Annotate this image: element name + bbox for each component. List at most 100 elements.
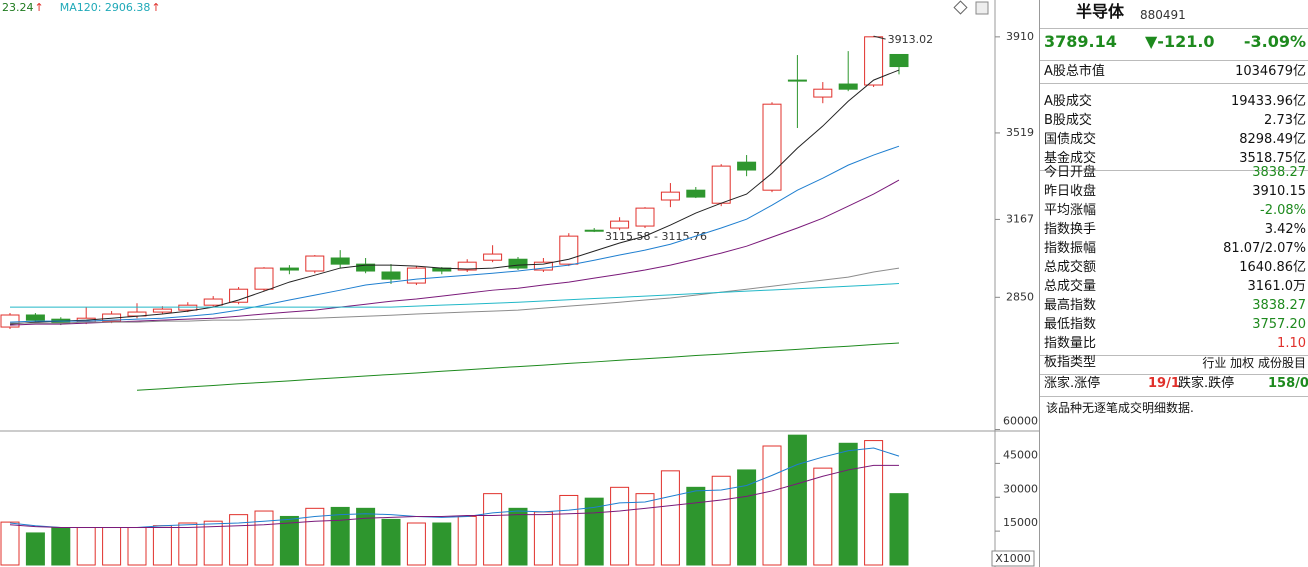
volume-bar	[51, 527, 71, 566]
candle-body	[813, 88, 833, 98]
ma-line	[9, 447, 900, 529]
volume-bar	[787, 434, 807, 566]
row-label: 昨日收盘	[1044, 184, 1097, 199]
divider	[1040, 60, 1308, 61]
y-tick-label: 2850	[1006, 290, 1034, 303]
volume-bar	[584, 497, 604, 566]
row-label: 总成交量	[1044, 279, 1097, 294]
y-tick-label: 3519	[1006, 126, 1034, 139]
high-label: 3913.02	[888, 33, 934, 46]
legend-text: 23.24	[2, 1, 34, 14]
volume-bar	[102, 527, 122, 566]
row-value: 3518.75亿	[1239, 151, 1306, 166]
candle-body	[533, 261, 553, 271]
row-label: 最高指数	[1044, 298, 1097, 313]
row-label: B股成交	[1044, 113, 1092, 128]
legend-arrow: ↑	[35, 1, 44, 14]
divider	[1040, 355, 1308, 356]
volume-bar	[25, 532, 45, 566]
candle-body	[203, 298, 223, 306]
volume-bar	[152, 525, 172, 566]
range-annotation: 3115.58 - 3115.76	[605, 230, 707, 243]
row-label: 指数量比	[1044, 336, 1097, 351]
candle-body	[660, 191, 680, 201]
volume-bar	[559, 494, 579, 566]
candle-body	[737, 161, 757, 171]
volume-bar	[838, 442, 858, 566]
row-value: 1640.86亿	[1239, 260, 1306, 275]
legend-arrow: ↑	[151, 1, 160, 14]
row-value: 3757.20	[1252, 317, 1306, 332]
volume-bar	[76, 527, 96, 566]
icon-diamond[interactable]	[953, 0, 968, 15]
volume-bar	[660, 470, 680, 566]
candle-body	[584, 229, 604, 232]
row-value: 19433.96亿	[1230, 94, 1306, 109]
candle-body	[25, 314, 45, 321]
candle-body	[686, 189, 706, 198]
ma-line	[9, 179, 900, 326]
candle-body	[305, 255, 325, 272]
ma-line	[136, 342, 900, 391]
candle-body	[838, 83, 858, 90]
volume-bar	[533, 511, 553, 566]
volume-bar	[279, 515, 299, 566]
divider	[1040, 170, 1308, 171]
volume-bar	[610, 486, 630, 566]
row-label: 平均涨幅	[1044, 203, 1097, 218]
volume-unit: X1000	[995, 552, 1031, 565]
volume-bar	[889, 493, 909, 566]
volume-bar	[0, 521, 20, 566]
candle-body	[406, 267, 426, 284]
y-tick-label: 45000	[1003, 448, 1038, 461]
ma-line	[10, 267, 900, 324]
row-value: 1.10	[1277, 336, 1306, 351]
candle-body	[254, 267, 274, 290]
volume-bar	[432, 522, 452, 566]
row-value: 1034679亿	[1235, 64, 1306, 79]
volume-bar	[127, 527, 147, 566]
volume-bar	[711, 475, 731, 566]
volume-bar	[813, 467, 833, 566]
row-value: 3838.27	[1252, 165, 1306, 180]
row-label: 总成交额	[1044, 260, 1097, 275]
row-value: 3.42%	[1264, 222, 1306, 237]
row-value: 3161.0万	[1247, 279, 1307, 294]
candle-body	[864, 36, 884, 86]
candle-body	[711, 165, 731, 204]
ma-line	[9, 145, 900, 323]
row-value: 81.07/2.07%	[1223, 241, 1306, 256]
volume-bar	[686, 486, 706, 566]
row-label: 基金成交	[1044, 151, 1097, 166]
ma-line	[9, 69, 900, 325]
y-tick-label: 15000	[1003, 516, 1038, 529]
row-value: 2.73亿	[1264, 113, 1306, 128]
row-label: A股成交	[1044, 94, 1092, 109]
volume-bar	[305, 507, 325, 566]
row-label: 指数换手	[1044, 222, 1097, 237]
volume-bar	[229, 514, 249, 566]
candle-body	[787, 79, 807, 82]
row-value: -2.08%	[1260, 203, 1306, 218]
breadth-item: 涨家.涨停	[1044, 376, 1101, 391]
candle-body	[381, 271, 401, 280]
row-label: A股总市值	[1044, 64, 1105, 79]
row-label: 今日开盘	[1044, 165, 1097, 180]
candle-body	[762, 103, 782, 191]
volume-bar	[864, 440, 884, 566]
ma-line	[10, 282, 900, 308]
candle-body	[610, 220, 630, 229]
volume-bar	[483, 493, 503, 566]
icon-button[interactable]	[975, 1, 989, 15]
volume-bar	[406, 522, 426, 566]
y-tick-label: 3910	[1006, 30, 1034, 43]
volume-bar	[356, 507, 376, 566]
candle-body	[635, 207, 655, 227]
row-label: 国债成交	[1044, 132, 1097, 147]
row-value: 8298.49亿	[1239, 132, 1306, 147]
candle-body	[152, 308, 172, 313]
row-value: 3910.15	[1252, 184, 1306, 199]
row-label: 指数振幅	[1044, 241, 1097, 256]
price-change-pct: -3.09%	[1243, 32, 1306, 51]
